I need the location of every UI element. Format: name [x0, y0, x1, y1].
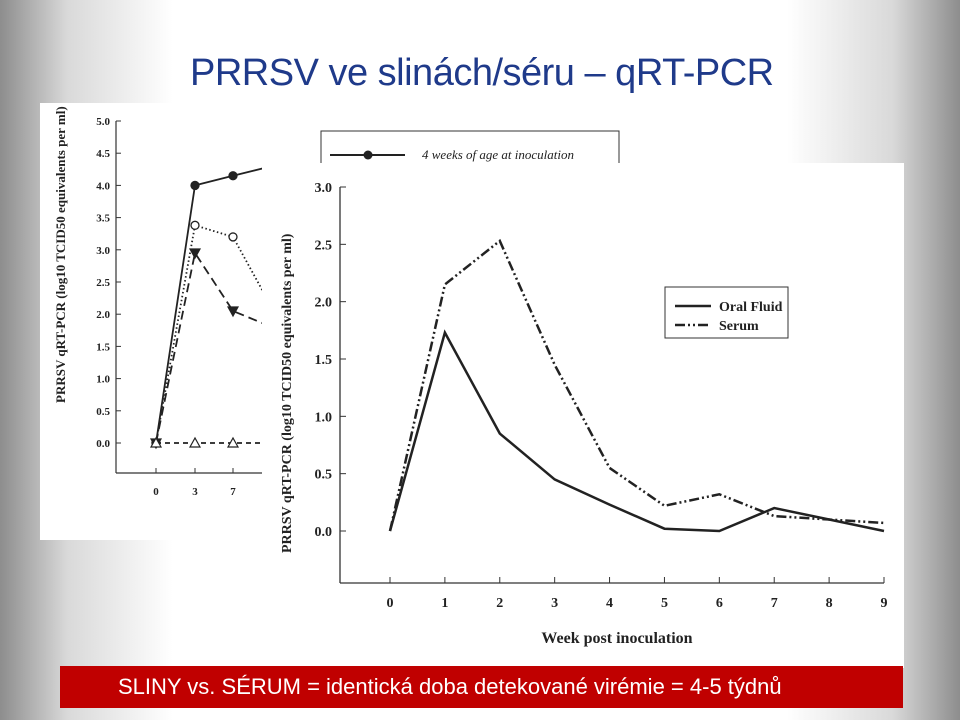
- y-tick-label: 2.0: [315, 296, 333, 311]
- caption-bar: SLINY vs. SÉRUM = identická doba detekov…: [60, 666, 903, 708]
- y-tick-label: 1.0: [315, 410, 333, 425]
- y-tick-label: 2.5: [96, 277, 110, 289]
- data-point: [228, 171, 238, 181]
- y-tick-label: 0.0: [96, 438, 110, 450]
- data-point: [149, 436, 163, 448]
- data-point: [188, 436, 202, 448]
- x-axis-label: Week post inoculation: [541, 630, 692, 647]
- x-tick-label: 2: [496, 596, 503, 611]
- series-line-serum: [388, 238, 885, 532]
- y-tick-label: 0.0: [315, 525, 333, 540]
- series-line-1: [155, 224, 273, 444]
- y-tick-label: 3.0: [315, 181, 333, 196]
- data-point: [188, 248, 202, 260]
- y-tick-label: 5.0: [96, 116, 110, 128]
- data-point: [226, 306, 240, 318]
- x-tick-label: 0: [387, 596, 394, 611]
- legend-entry-label: 4 weeks of age at inoculation: [422, 147, 574, 162]
- chart-oral-fluid-vs-serum-svg: PRRSV qRT-PCR (log10 TCID50 equivalents …: [280, 181, 888, 647]
- x-tick-label: 8: [826, 596, 833, 611]
- data-point: [190, 220, 200, 230]
- x-tick-label: 3: [192, 486, 198, 498]
- legend-label-oral-fluid: Oral Fluid: [719, 300, 783, 315]
- x-tick-label: 6: [716, 596, 723, 611]
- x-tick-label: 5: [661, 596, 668, 611]
- slide-title: PRRSV ve slinách/séru – qRT-PCR: [190, 52, 774, 94]
- legend-swatch-marker: [363, 150, 373, 160]
- y-tick-label: 3.0: [96, 245, 110, 257]
- y-tick-label: 4.0: [96, 180, 110, 192]
- y-tick-label: 0.5: [315, 468, 333, 483]
- y-tick-label: 1.5: [315, 353, 333, 368]
- y-tick-label: 2.0: [96, 309, 110, 321]
- y-tick-label: 2.5: [315, 238, 333, 253]
- x-tick-label: 7: [771, 596, 778, 611]
- y-axis-label: PRRSV qRT-PCR (log10 TCID50 equivalents …: [280, 233, 295, 553]
- legend-label-serum: Serum: [719, 319, 759, 334]
- series-line-0: [155, 165, 273, 444]
- series-line-2: [155, 250, 273, 444]
- legend-box: [664, 286, 789, 339]
- data-point: [228, 232, 238, 242]
- data-point: [226, 436, 240, 448]
- series-line-oral-fluid: [388, 329, 885, 533]
- y-tick-label: 3.5: [96, 213, 110, 225]
- y-tick-label: 0.5: [96, 406, 110, 418]
- caption-text: SLINY vs. SÉRUM = identická doba detekov…: [118, 674, 782, 699]
- y-tick-label: 1.5: [96, 341, 110, 353]
- chart-oral-fluid-vs-serum: PRRSV qRT-PCR (log10 TCID50 equivalents …: [262, 163, 904, 668]
- x-tick-label: 7: [230, 486, 236, 498]
- x-tick-label: 9: [881, 596, 888, 611]
- y-tick-label: 4.5: [96, 148, 110, 160]
- x-tick-label: 1: [441, 596, 448, 611]
- x-tick-label: 3: [551, 596, 558, 611]
- y-tick-label: 1.0: [96, 374, 110, 386]
- x-tick-label: 0: [153, 486, 159, 498]
- data-point: [190, 180, 200, 191]
- x-tick-label: 4: [606, 596, 613, 611]
- y-axis-label: PRRSV qRT-PCR (log10 TCID50 equivalents …: [53, 106, 68, 403]
